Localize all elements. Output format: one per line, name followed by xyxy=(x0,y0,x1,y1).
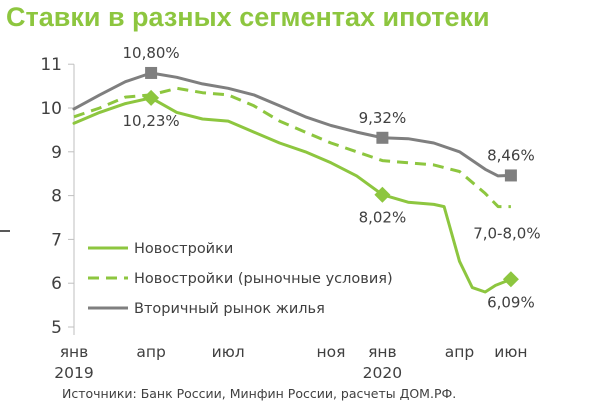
square-marker xyxy=(145,66,158,79)
x-tick-label: июл xyxy=(212,343,245,361)
y-tick-label: 11 xyxy=(40,55,62,75)
diamond-marker xyxy=(374,186,391,203)
x-tick-label: июн xyxy=(494,343,527,361)
x-tick-year-label: 2019 xyxy=(54,364,93,382)
chart-title: Ставки в разных сегментах ипотеки xyxy=(6,2,490,32)
data-label: 8,46% xyxy=(487,146,535,164)
data-label: 10,23% xyxy=(122,112,179,130)
y-tick-label: 10 xyxy=(40,99,62,119)
data-label: 6,09% xyxy=(487,293,535,311)
source-note: Источники: Банк России, Минфин России, р… xyxy=(62,386,457,401)
y-tick-label: 9 xyxy=(51,143,62,163)
range-data-label: 7,0-8,0% xyxy=(473,225,540,243)
y-tick-label: 6 xyxy=(51,274,62,294)
data-labels-group: 10,23% 8,02% 6,09% 7,0-8,0% 10,80% 9,32% 8,46% xyxy=(122,44,540,311)
side-tick-mark xyxy=(0,230,10,232)
y-tick-label: 8 xyxy=(51,187,62,207)
legend-label: Вторичный рынок жилья xyxy=(134,301,325,317)
x-tick-label: ноя xyxy=(317,343,346,361)
y-tick-label: 7 xyxy=(51,230,62,250)
square-marker xyxy=(504,169,517,182)
diamond-marker xyxy=(143,89,160,106)
legend: Новостройки Новостройки (рыночные условия… xyxy=(88,241,393,317)
x-tick-label: янв xyxy=(60,343,89,361)
x-tick-label: апр xyxy=(136,343,165,361)
y-tick-label: 5 xyxy=(51,318,62,338)
legend-label: Новостройки xyxy=(134,241,233,257)
markers-group xyxy=(143,66,519,288)
diamond-marker xyxy=(502,271,519,288)
x-tick-label: апр xyxy=(445,343,474,361)
x-tick-year-label: 2020 xyxy=(363,364,402,382)
series-line-0 xyxy=(72,96,513,294)
data-label: 9,32% xyxy=(359,109,407,127)
legend-label: Новостройки (рыночные условия) xyxy=(134,271,393,287)
axes-group: 5 6 7 8 9 10 11 янв 2019 апр июл ноя янв 2020 апр июн xyxy=(40,55,527,382)
data-label: 8,02% xyxy=(359,209,407,227)
series-lines-group xyxy=(72,71,513,294)
x-tick-label: янв xyxy=(368,343,397,361)
data-label: 10,80% xyxy=(122,44,179,62)
square-marker xyxy=(376,131,389,144)
